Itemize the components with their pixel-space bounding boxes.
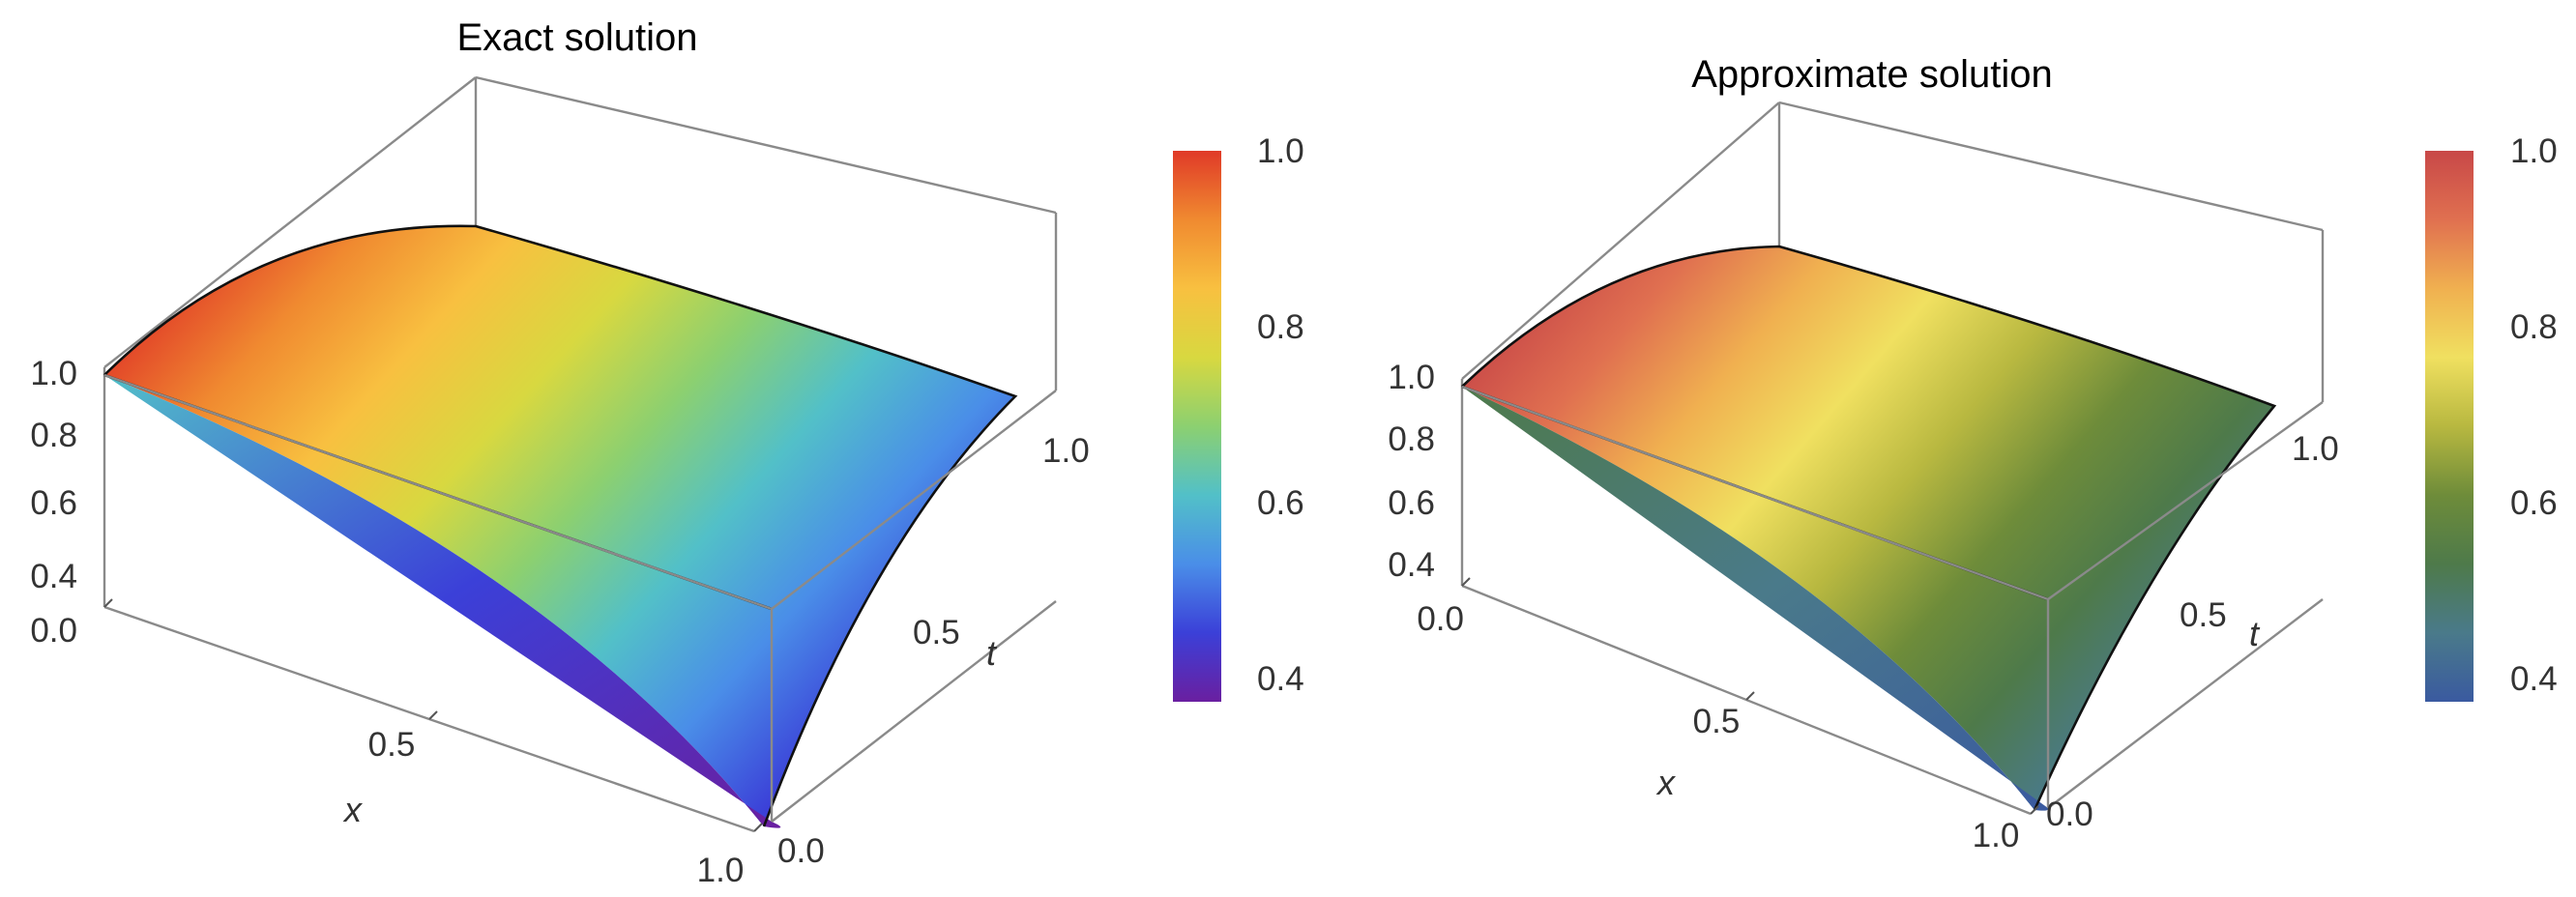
x-tick <box>753 823 763 832</box>
colorbar-tick-label: 0.8 <box>2510 308 2558 346</box>
box-edge <box>771 390 1057 610</box>
colorbar-approx: 1.0 0.8 0.6 0.4 <box>2425 132 2558 702</box>
x-tick <box>1461 577 1471 587</box>
box-edge <box>771 600 1057 823</box>
colorbar-tick-label: 0.8 <box>1257 308 1304 346</box>
x-tick-label: 1.0 <box>1973 817 2020 854</box>
box-edge <box>103 373 773 611</box>
colorbar-gradient <box>2425 151 2474 702</box>
box-edge <box>1461 101 1780 380</box>
chart-title-approx: Approximate solution <box>1691 53 2053 96</box>
z-tick-label: 1.0 <box>30 355 77 392</box>
x-tick-label: 0.5 <box>368 726 416 764</box>
z-tick-label: 0.8 <box>1388 420 1435 458</box>
colorbar-tick-label: 1.0 <box>1257 132 1304 170</box>
x-axis-label: x <box>1655 763 1677 802</box>
t-axis-approx: 0.0 0.5 1.0 t <box>2046 430 2339 833</box>
z-axis-approx: 1.0 0.8 0.6 0.4 0.0 <box>1388 359 1464 638</box>
t-axis-label: t <box>986 633 998 673</box>
plot-approx: Approximate solution 1.0 0.8 0.6 0.4 0.0 <box>1388 53 2557 854</box>
x-tick <box>1745 691 1755 701</box>
t-tick-label: 0.0 <box>777 832 825 870</box>
colorbar-tick-label: 0.4 <box>1257 660 1304 698</box>
x-tick-label: 0.5 <box>1693 703 1741 740</box>
colorbar-exact: 1.0 0.8 0.6 0.4 <box>1173 132 1304 702</box>
x-tick <box>428 710 438 720</box>
box-back-exact <box>102 75 1058 607</box>
x-tick-label: 1.0 <box>697 852 745 889</box>
x-tick-label: 0.0 <box>30 612 77 650</box>
box-edge <box>2047 401 2324 600</box>
z-axis-exact: 1.0 0.8 0.6 0.4 0.0 <box>30 355 77 650</box>
z-tick-label: 0.6 <box>1388 484 1435 522</box>
surface-top-face <box>104 225 1015 826</box>
box-edge <box>103 76 477 368</box>
z-tick-label: 0.4 <box>30 558 77 595</box>
colorbar-tick-label: 0.6 <box>2510 484 2558 522</box>
colorbar-tick-label: 0.6 <box>1257 484 1304 522</box>
x-tick <box>2030 805 2039 815</box>
x-axis-label: x <box>342 790 364 829</box>
plot-exact: Exact solution 1.0 0.8 0.6 <box>30 16 1303 889</box>
z-tick-label: 0.8 <box>30 417 77 454</box>
box-edge <box>1461 385 2049 601</box>
z-tick-label: 0.6 <box>30 484 77 522</box>
surface-top-face <box>1462 246 2274 810</box>
t-tick-label: 0.5 <box>913 614 960 651</box>
t-tick-label: 0.5 <box>2180 596 2227 634</box>
x-tick <box>103 598 113 608</box>
t-tick-label: 1.0 <box>2292 430 2339 468</box>
x-tick-label: 0.0 <box>1417 600 1464 638</box>
z-tick-label: 1.0 <box>1388 359 1435 396</box>
t-axis-label: t <box>2249 614 2261 653</box>
box-edge <box>475 75 1057 215</box>
t-tick-label: 1.0 <box>1042 432 1090 470</box>
box-edge <box>1778 101 2324 232</box>
x-axis-approx: 0.5 1.0 x <box>1461 577 2039 854</box>
t-axis-exact: 0.0 0.5 1.0 t <box>777 432 1090 870</box>
z-tick-label: 0.4 <box>1388 546 1435 584</box>
box-back-approx <box>1460 101 2325 586</box>
box-edge <box>2047 598 2324 809</box>
colorbar-tick-label: 0.4 <box>2510 660 2558 698</box>
x-axis-exact: 0.5 1.0 x <box>103 598 763 889</box>
colorbar-tick-label: 1.0 <box>2510 132 2558 170</box>
colorbar-gradient <box>1173 151 1221 702</box>
chart-title-exact: Exact solution <box>456 16 697 59</box>
surface-approx <box>1461 245 2277 811</box>
t-tick-label: 0.0 <box>2046 796 2093 833</box>
